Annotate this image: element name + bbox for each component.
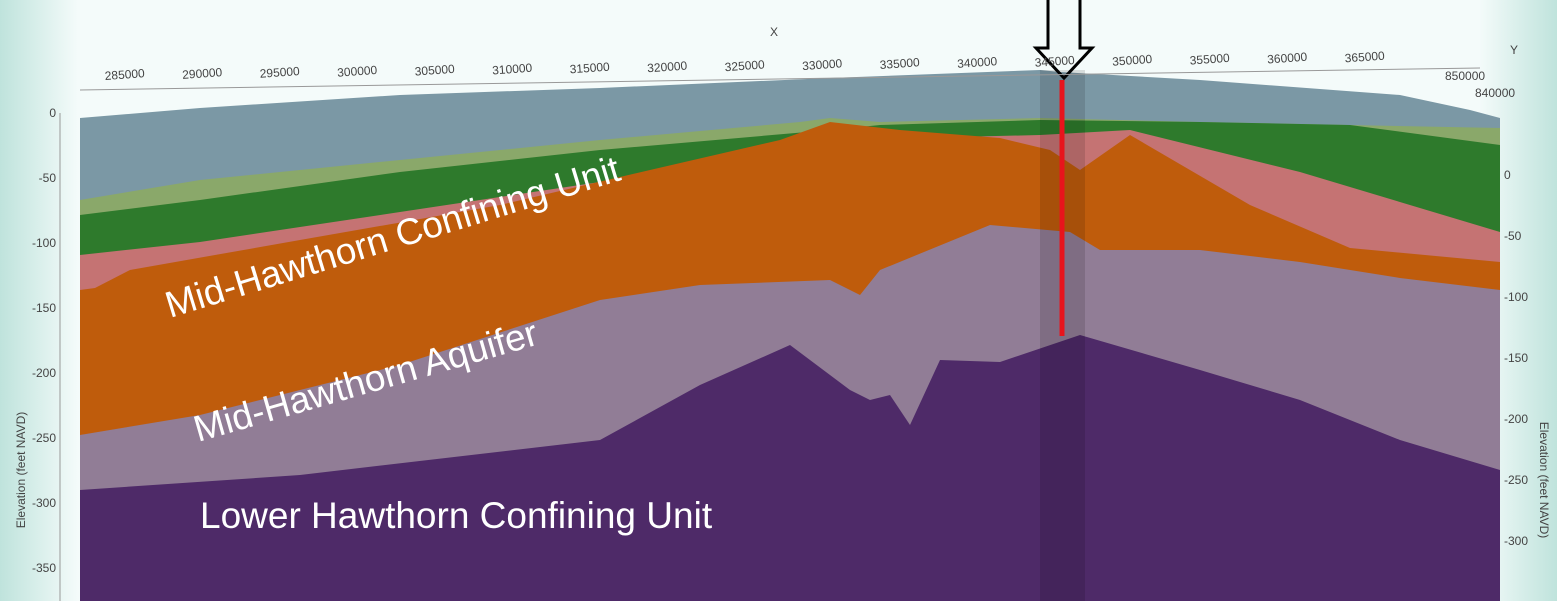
left-tick-label: -200 <box>32 366 56 380</box>
left-tick-label: -250 <box>32 431 56 445</box>
x-tick-label: 285000 <box>104 66 145 83</box>
right-tick-label: -150 <box>1504 351 1528 365</box>
left-tick-label: -100 <box>32 236 56 250</box>
x-tick-label: 360000 <box>1267 50 1308 67</box>
x-tick-label: 355000 <box>1189 51 1230 68</box>
right-tick-label: -250 <box>1504 473 1528 487</box>
x-tick-label: 310000 <box>492 61 533 78</box>
left-tick-label: -50 <box>39 171 57 185</box>
x-tick-label: 350000 <box>1112 52 1153 69</box>
x-tick-label: 340000 <box>957 54 998 71</box>
left-tick-label: -150 <box>32 301 56 315</box>
x-tick-label: 300000 <box>337 63 378 80</box>
right-tick-label: -50 <box>1504 229 1522 243</box>
x-tick-label: 335000 <box>879 55 920 72</box>
cross-section: X Y 285000 290000 295000 300000 305000 310000… <box>0 0 1557 601</box>
left-title: Elevation (feet NAVD) <box>14 412 28 529</box>
right-tick-label: -200 <box>1504 412 1528 426</box>
x-tick-label: 315000 <box>569 60 610 77</box>
right-title: Elevation (feet NAVD) <box>1537 422 1551 539</box>
x-tick-label: 330000 <box>802 56 843 73</box>
unit-label: Lower Hawthorn Confining Unit <box>200 495 713 536</box>
y-tick-label: 850000 <box>1445 69 1485 83</box>
right-tick-label: -300 <box>1504 534 1528 548</box>
x-title: X <box>770 25 778 39</box>
left-tick-label: -350 <box>32 561 56 575</box>
right-tick-label: 0 <box>1504 168 1511 182</box>
x-tick-label: 320000 <box>647 59 688 76</box>
left-tick-label: -300 <box>32 496 56 510</box>
x-tick-label: 345000 <box>1034 53 1075 70</box>
page: X Y 285000 290000 295000 300000 305000 310000… <box>0 0 1557 601</box>
x-tick-label: 295000 <box>259 64 300 81</box>
y-title: Y <box>1510 43 1518 57</box>
x-tick-label: 325000 <box>724 57 765 74</box>
x-tick-label: 365000 <box>1344 49 1385 66</box>
x-tick-label: 290000 <box>182 65 223 82</box>
y-tick-label: 840000 <box>1475 86 1515 100</box>
right-tick-label: -100 <box>1504 290 1528 304</box>
left-tick-label: 0 <box>49 106 56 120</box>
x-tick-label: 305000 <box>414 62 455 79</box>
